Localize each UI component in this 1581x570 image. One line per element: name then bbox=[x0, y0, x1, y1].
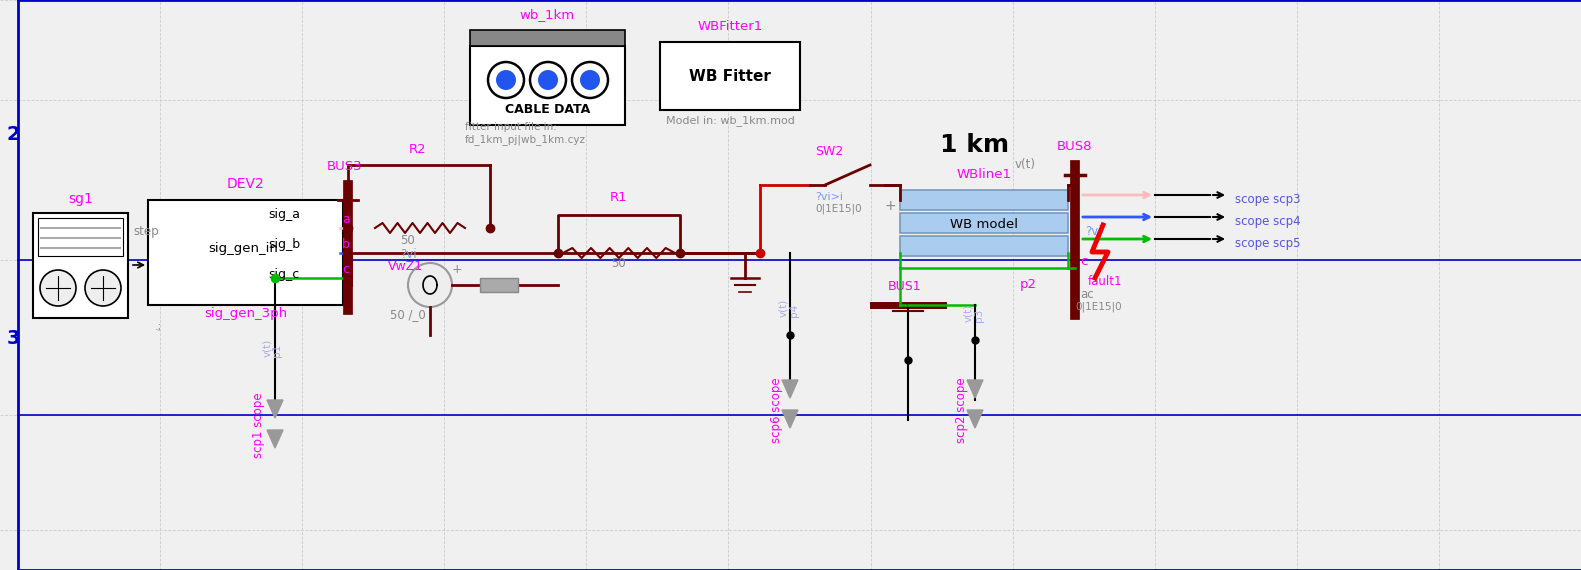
Bar bbox=[900, 236, 1069, 256]
Text: 50: 50 bbox=[610, 257, 626, 270]
Text: WBline1: WBline1 bbox=[957, 168, 1012, 181]
Text: 1 km: 1 km bbox=[941, 133, 1009, 157]
Text: v(t): v(t) bbox=[963, 304, 972, 322]
Text: .;: .; bbox=[155, 322, 163, 332]
Text: CABLE DATA: CABLE DATA bbox=[504, 103, 590, 116]
Text: SW2: SW2 bbox=[814, 145, 843, 158]
Text: WB model: WB model bbox=[950, 218, 1018, 231]
Text: scope scp5: scope scp5 bbox=[1235, 237, 1301, 250]
Text: 0|1E15|0: 0|1E15|0 bbox=[814, 204, 862, 214]
Text: VwZ1: VwZ1 bbox=[387, 260, 424, 273]
Text: R2: R2 bbox=[409, 143, 427, 156]
Text: scope scp3: scope scp3 bbox=[1235, 193, 1301, 206]
Text: p3: p3 bbox=[974, 309, 983, 322]
Polygon shape bbox=[783, 410, 798, 428]
Text: v(t): v(t) bbox=[262, 339, 272, 357]
Bar bbox=[900, 190, 1069, 210]
Text: step: step bbox=[133, 225, 158, 238]
Text: p2: p2 bbox=[1020, 278, 1037, 291]
Text: p4: p4 bbox=[789, 304, 798, 317]
Text: ac: ac bbox=[1080, 288, 1094, 301]
Text: scp1 scope: scp1 scope bbox=[251, 392, 266, 458]
Text: +: + bbox=[885, 199, 896, 213]
Bar bbox=[470, 46, 624, 125]
Text: b: b bbox=[341, 238, 349, 251]
Text: p1: p1 bbox=[272, 344, 281, 357]
Circle shape bbox=[530, 62, 566, 98]
Text: WBFitter1: WBFitter1 bbox=[697, 20, 762, 33]
Circle shape bbox=[85, 270, 122, 306]
Text: +: + bbox=[452, 263, 463, 276]
Text: fitter input file in:: fitter input file in: bbox=[465, 122, 557, 132]
Text: ?vi>i: ?vi>i bbox=[814, 192, 843, 202]
Text: 3: 3 bbox=[6, 328, 21, 348]
Text: v(t): v(t) bbox=[1015, 158, 1036, 171]
Circle shape bbox=[572, 62, 609, 98]
Text: scp6 scope: scp6 scope bbox=[770, 377, 783, 443]
Circle shape bbox=[496, 70, 515, 90]
Text: c: c bbox=[341, 263, 349, 276]
Text: R1: R1 bbox=[610, 191, 628, 204]
Bar bbox=[38, 218, 123, 256]
Text: BUS3: BUS3 bbox=[327, 160, 362, 173]
Bar bbox=[659, 42, 800, 110]
Text: wb_1km: wb_1km bbox=[520, 8, 575, 21]
Text: ?vi: ?vi bbox=[1085, 225, 1102, 238]
Text: v(t): v(t) bbox=[778, 299, 787, 317]
Text: sig_gen_in: sig_gen_in bbox=[209, 242, 278, 255]
Text: sig_c: sig_c bbox=[269, 268, 299, 281]
Text: BUS1: BUS1 bbox=[889, 280, 922, 293]
Text: BUS8: BUS8 bbox=[1058, 140, 1092, 153]
Text: 0|1E15|0: 0|1E15|0 bbox=[1075, 302, 1121, 312]
Bar bbox=[481, 278, 519, 292]
Text: sig_gen_3ph: sig_gen_3ph bbox=[204, 307, 288, 320]
Text: sig_a: sig_a bbox=[269, 208, 300, 221]
Polygon shape bbox=[267, 400, 283, 418]
Text: 50: 50 bbox=[400, 234, 414, 247]
Polygon shape bbox=[968, 410, 983, 428]
Polygon shape bbox=[267, 430, 283, 448]
Bar bbox=[900, 213, 1069, 233]
Polygon shape bbox=[783, 380, 798, 398]
Circle shape bbox=[538, 70, 558, 90]
Text: c: c bbox=[1080, 255, 1088, 268]
Text: ?vi: ?vi bbox=[400, 248, 417, 261]
Text: 50 /_0: 50 /_0 bbox=[391, 308, 425, 321]
Bar bbox=[470, 30, 624, 46]
Text: a: a bbox=[341, 213, 349, 226]
Text: WB Fitter: WB Fitter bbox=[689, 69, 772, 84]
Bar bbox=[149, 200, 343, 305]
Circle shape bbox=[580, 70, 601, 90]
Circle shape bbox=[40, 270, 76, 306]
Text: scope scp4: scope scp4 bbox=[1235, 214, 1301, 227]
Circle shape bbox=[489, 62, 523, 98]
Text: sg1: sg1 bbox=[68, 192, 93, 206]
Text: sig_b: sig_b bbox=[269, 238, 300, 251]
Text: fd_1km_pj|wb_1km.cyz: fd_1km_pj|wb_1km.cyz bbox=[465, 134, 587, 145]
Bar bbox=[33, 213, 128, 318]
Text: DEV2: DEV2 bbox=[226, 177, 264, 191]
Text: scp2 scope: scp2 scope bbox=[955, 377, 968, 443]
Text: fault1: fault1 bbox=[1088, 275, 1123, 288]
Circle shape bbox=[408, 263, 452, 307]
Text: Model in: wb_1km.mod: Model in: wb_1km.mod bbox=[666, 115, 794, 126]
Text: 2: 2 bbox=[6, 125, 21, 145]
Polygon shape bbox=[968, 380, 983, 398]
